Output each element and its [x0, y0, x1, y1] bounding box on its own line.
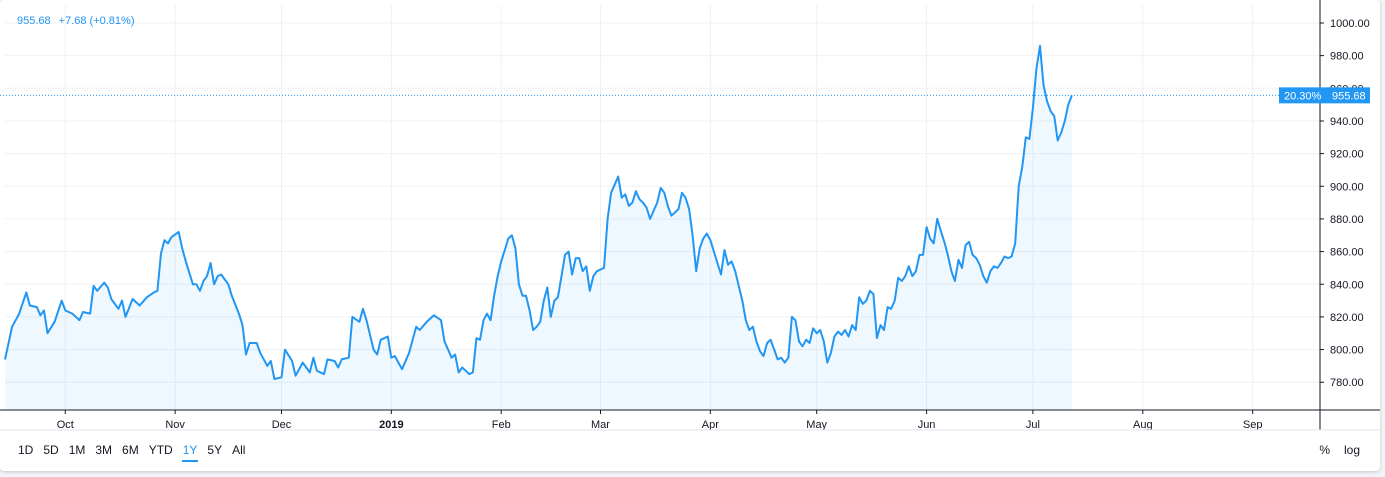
- x-tick-label: Sep: [1243, 419, 1263, 431]
- last-price-value: 955.68: [1332, 90, 1366, 102]
- last-price-badge: [1279, 87, 1370, 104]
- y-tick-label: 820.00: [1330, 312, 1364, 324]
- range-button-5y[interactable]: 5Y: [207, 443, 223, 457]
- y-tick-label: 780.00: [1330, 377, 1364, 389]
- y-tick-label: 900.00: [1330, 181, 1364, 193]
- range-button-1d[interactable]: 1D: [18, 443, 34, 457]
- y-tick-label: 920.00: [1330, 149, 1364, 161]
- x-tick-label: Oct: [57, 419, 74, 431]
- x-tick-label: Apr: [702, 419, 719, 431]
- x-tick-label: Nov: [165, 419, 185, 431]
- series-line[interactable]: [4, 44, 1073, 380]
- series-area-fill: [5, 45, 1072, 411]
- y-tick-label: 860.00: [1330, 247, 1364, 259]
- range-button-3m[interactable]: 3M: [95, 443, 113, 457]
- x-tick-label: May: [806, 419, 827, 431]
- y-tick-label: 980.00: [1330, 51, 1364, 63]
- x-tick-label: 2019: [379, 419, 403, 431]
- legend-price: 955.68: [17, 15, 51, 27]
- y-tick-label: 800.00: [1330, 345, 1364, 357]
- range-button-all[interactable]: All: [232, 443, 246, 457]
- log-scale-button[interactable]: log: [1343, 443, 1360, 457]
- range-button-ytd[interactable]: YTD: [148, 443, 173, 457]
- last-price-percent: 20.30%: [1284, 90, 1322, 102]
- range-toolbar: 1D 5D 1M 3M 6M YTD 1Y 5Y All: [18, 443, 255, 462]
- range-button-1m[interactable]: 1M: [68, 443, 86, 457]
- y-tick-label: 1000.00: [1330, 18, 1370, 30]
- y-tick-label: 940.00: [1330, 116, 1364, 128]
- range-button-1y[interactable]: 1Y: [181, 443, 199, 462]
- y-tick-label: 840.00: [1330, 279, 1364, 291]
- scale-toolbar: % log: [1305, 443, 1360, 457]
- x-tick-label: Feb: [492, 419, 511, 431]
- percent-scale-button[interactable]: %: [1319, 443, 1330, 457]
- range-button-5d[interactable]: 5D: [43, 443, 59, 457]
- x-tick-label: Jun: [918, 419, 936, 431]
- x-tick-label: Aug: [1133, 419, 1153, 431]
- legend-change: +7.68 (+0.81%): [58, 15, 135, 27]
- range-button-6m[interactable]: 6M: [122, 443, 139, 457]
- x-tick-label: Dec: [272, 419, 292, 431]
- y-tick-label: 880.00: [1330, 214, 1364, 226]
- legend: 955.68 +7.68 (+0.81%): [17, 15, 143, 27]
- x-tick-label: Mar: [591, 419, 610, 431]
- x-tick-label: Jul: [1026, 419, 1040, 431]
